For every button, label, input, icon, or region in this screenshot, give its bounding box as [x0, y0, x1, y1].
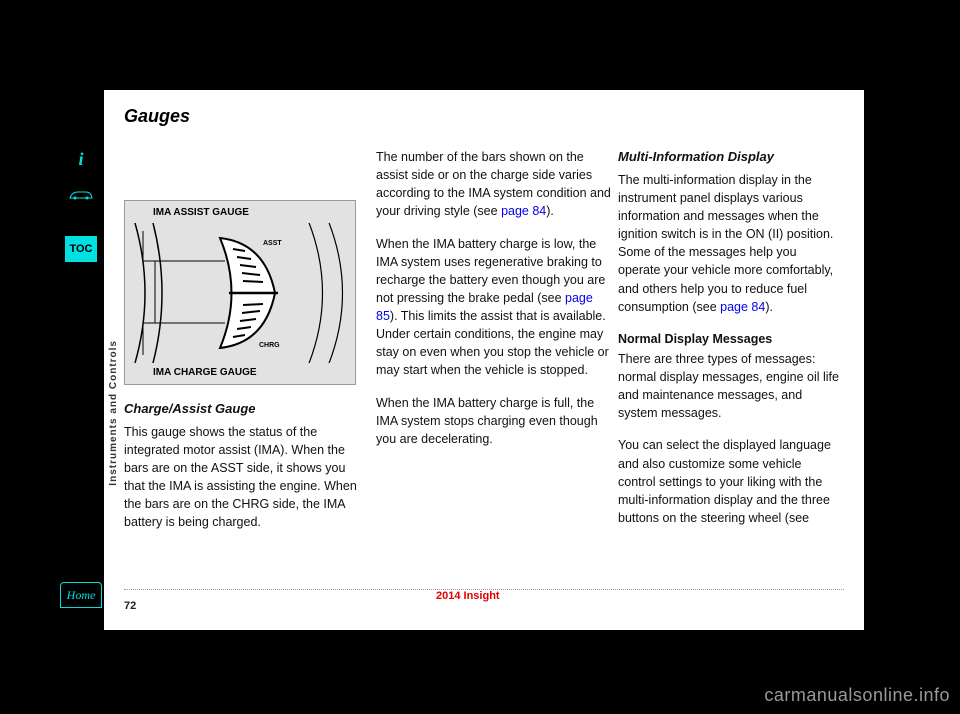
column-2: The number of the bars shown on the assi…: [376, 148, 616, 462]
link-page-84b[interactable]: page 84: [720, 300, 765, 314]
subhead-normal-display: Normal Display Messages: [618, 330, 842, 348]
column-3: Multi-Information Display The multi-info…: [618, 148, 842, 541]
para-c2-p2: When the IMA battery charge is low, the …: [376, 235, 616, 380]
info-button[interactable]: i: [64, 145, 98, 173]
para-c1-p1: This gauge shows the status of the integ…: [124, 423, 364, 532]
footer-model: 2014 Insight: [436, 590, 500, 602]
para-c2-p1: The number of the bars shown on the assi…: [376, 148, 616, 221]
heading-multi-info: Multi-Information Display: [618, 148, 842, 167]
gauge-label-assist: IMA ASSIST GAUGE: [153, 207, 249, 218]
sidebar: i TOC: [64, 145, 100, 271]
para-c3-p3: You can select the displayed language an…: [618, 436, 842, 527]
heading-charge-assist: Charge/Assist Gauge: [124, 400, 364, 419]
para-c3-p2: There are three types of messages: norma…: [618, 350, 842, 423]
section-label: Instruments and Controls: [108, 340, 119, 486]
column-1: Charge/Assist Gauge This gauge shows the…: [124, 400, 364, 546]
gauge-illustration: IMA ASSIST GAUGE IMA CHARGE GAUGE: [124, 200, 356, 385]
manual-page: Gauges Instruments and Controls IMA ASSI…: [104, 90, 864, 630]
toc-button[interactable]: TOC: [64, 235, 98, 263]
car-icon: [68, 188, 94, 202]
link-page-84a[interactable]: page 84: [501, 204, 546, 218]
svg-text:ASST: ASST: [263, 240, 282, 247]
home-button[interactable]: Home: [60, 582, 102, 608]
gauge-svg: ASST CHRG: [125, 223, 357, 363]
page-title: Gauges: [124, 106, 190, 127]
car-button[interactable]: [64, 181, 98, 209]
watermark: carmanualsonline.info: [764, 685, 950, 706]
gauge-label-charge: IMA CHARGE GAUGE: [153, 367, 257, 378]
para-c3-p1: The multi-information display in the ins…: [618, 171, 842, 316]
page-number: 72: [124, 600, 136, 612]
para-c2-p3: When the IMA battery charge is full, the…: [376, 394, 616, 448]
svg-text:CHRG: CHRG: [259, 342, 280, 349]
